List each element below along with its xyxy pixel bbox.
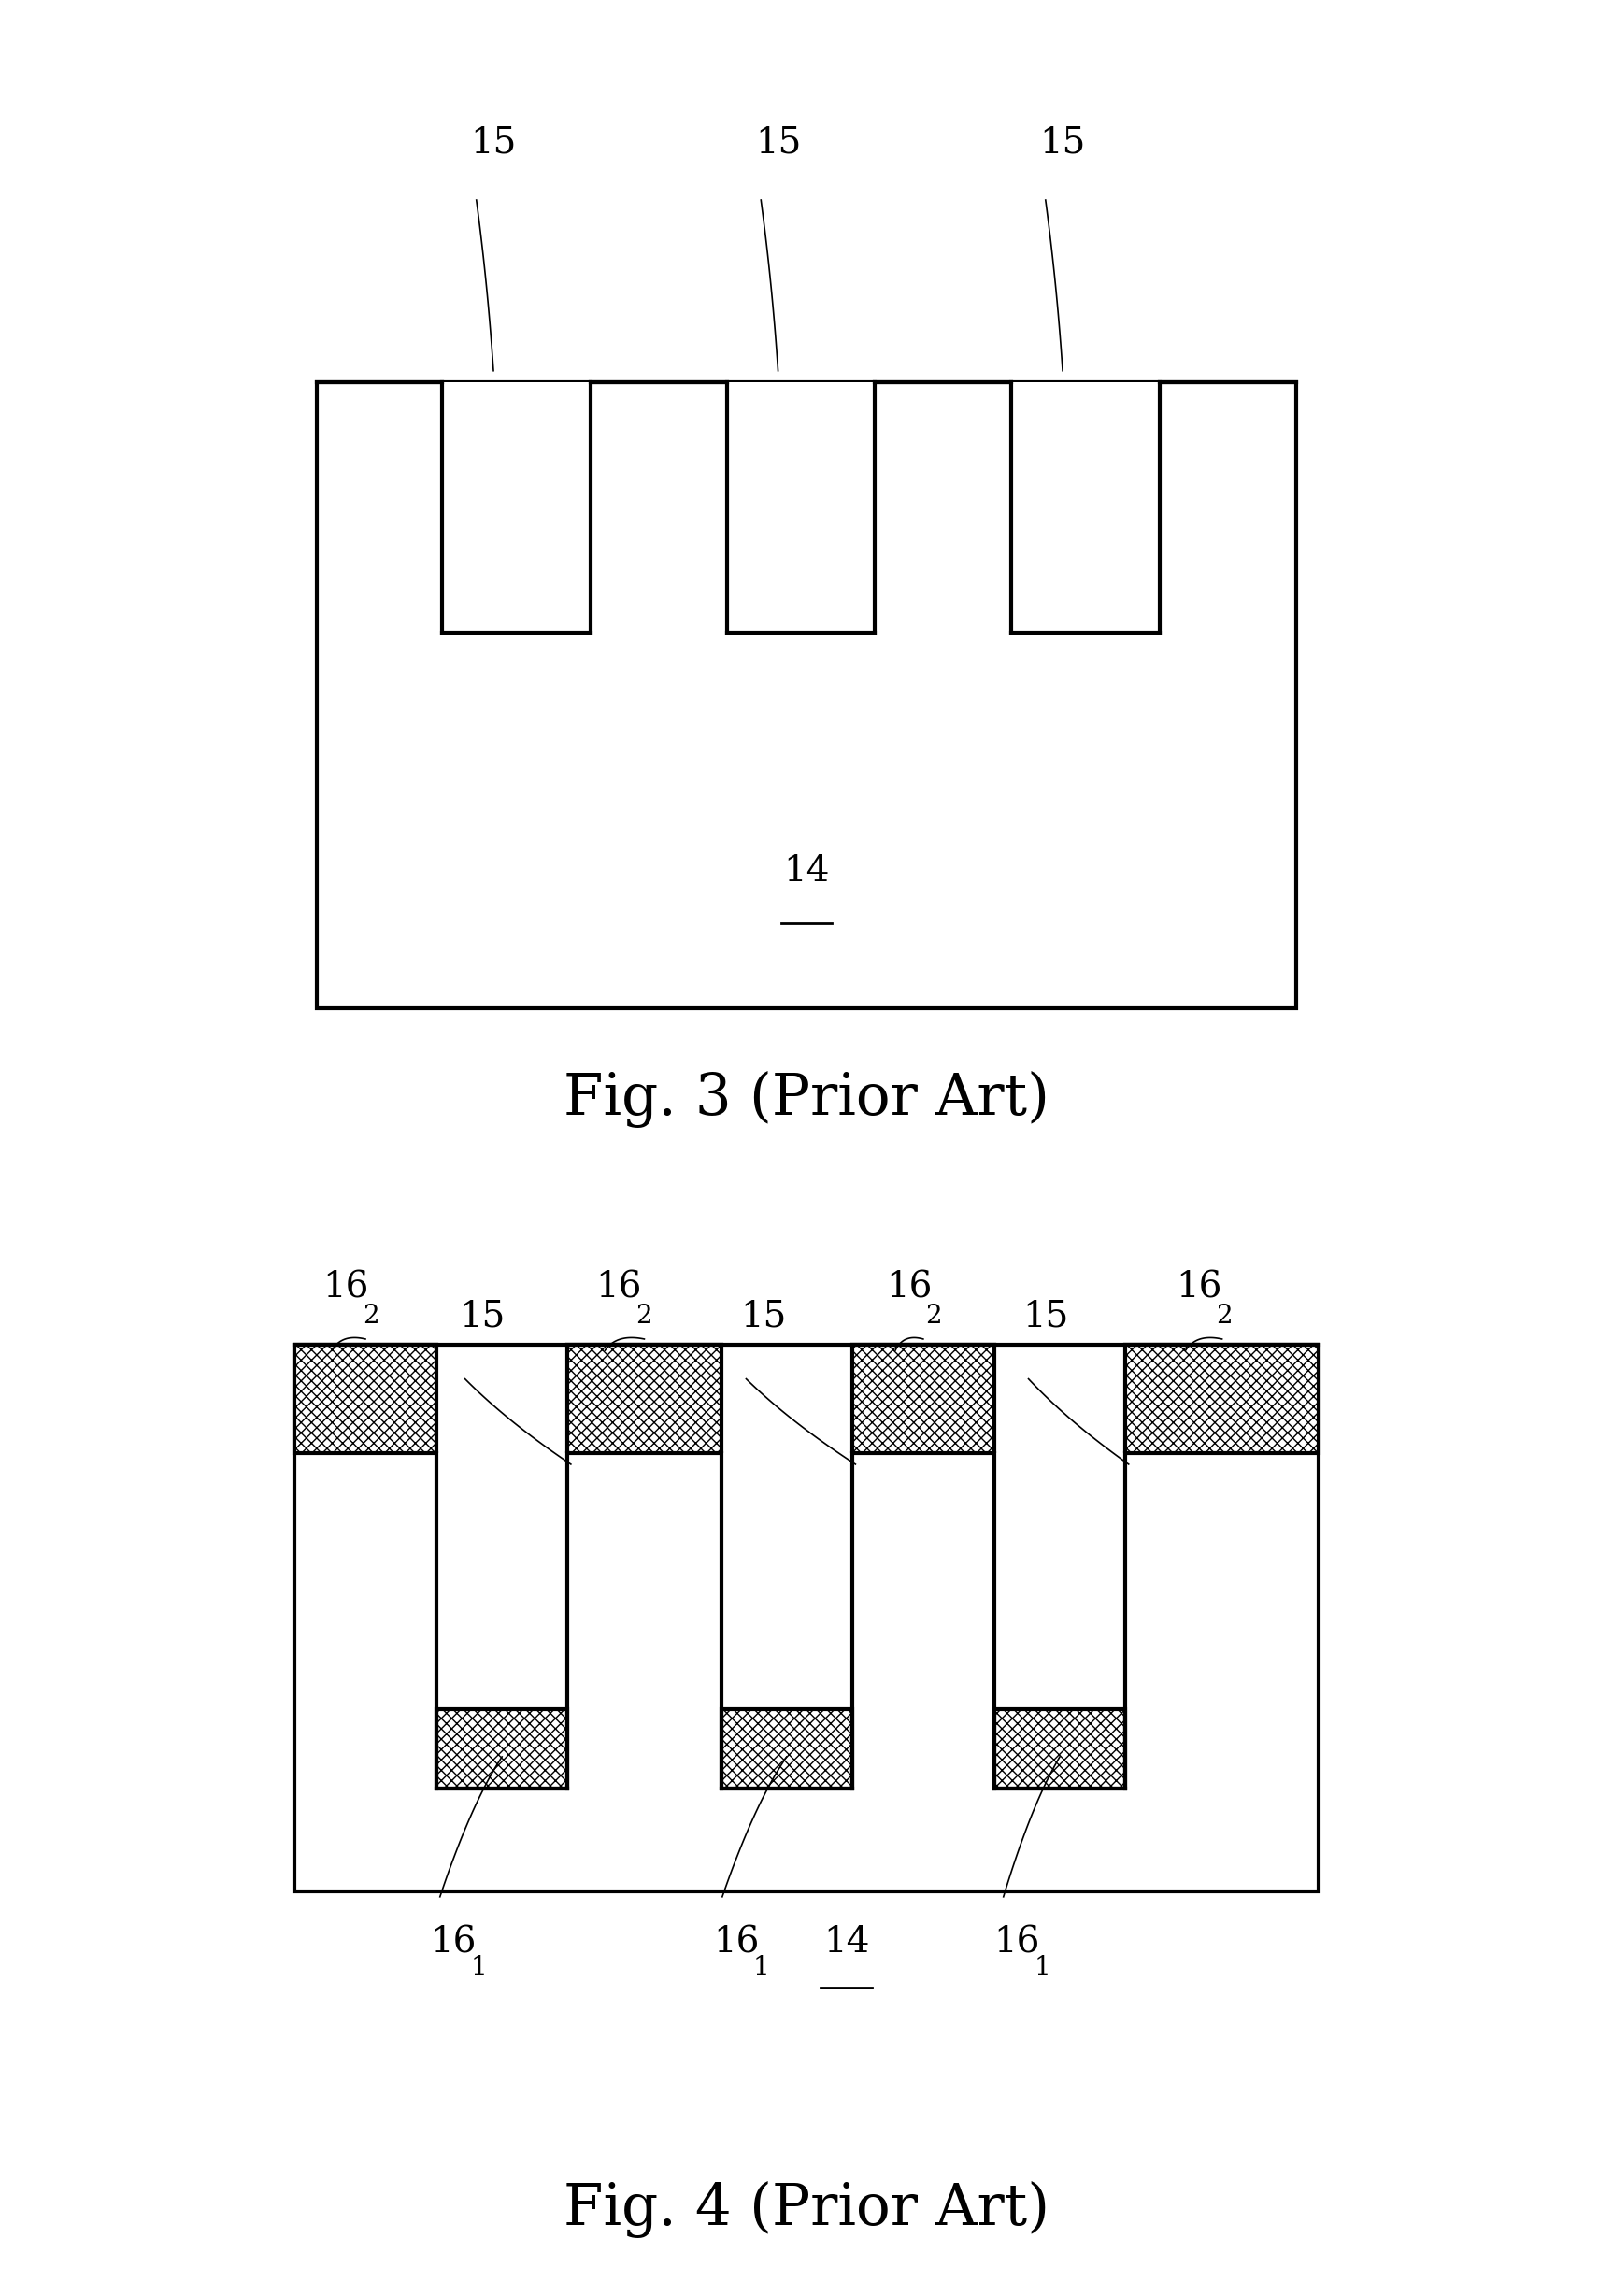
Bar [568,1345,721,1453]
Bar [318,381,1295,1008]
Text: Fig. 3 (Prior Art): Fig. 3 (Prior Art) [563,1070,1050,1127]
Text: 15: 15 [740,1300,786,1334]
Bar [852,1345,994,1453]
Text: 16: 16 [431,1924,477,1958]
Text: 2: 2 [926,1304,942,1329]
Bar [437,1453,568,1789]
Text: 15: 15 [460,1300,505,1334]
Text: 14: 14 [823,1924,869,1958]
Bar [721,1453,852,1789]
Bar [994,1453,1126,1789]
Text: 1: 1 [1034,1954,1050,1979]
Text: 16: 16 [595,1270,642,1304]
Text: 15: 15 [755,126,802,161]
Text: 15: 15 [1039,126,1086,161]
Text: 16: 16 [1176,1270,1223,1304]
Text: 15: 15 [471,126,516,161]
Text: 2: 2 [363,1304,379,1329]
Text: 2: 2 [636,1304,652,1329]
Text: 2: 2 [1216,1304,1232,1329]
Text: 16: 16 [323,1270,368,1304]
Bar [294,1345,1319,1892]
Bar [442,381,590,631]
Text: 16: 16 [994,1924,1040,1958]
Text: 14: 14 [784,854,829,889]
Bar [294,1345,437,1453]
Text: 1: 1 [753,1954,769,1979]
Bar [1126,1345,1319,1453]
Text: 1: 1 [471,1954,487,1979]
Bar [727,381,874,631]
Bar [721,1708,852,1789]
Text: Fig. 4 (Prior Art): Fig. 4 (Prior Art) [563,2181,1050,2239]
Text: 16: 16 [713,1924,760,1958]
Text: 15: 15 [1023,1300,1069,1334]
Bar [437,1708,568,1789]
Bar [1011,381,1160,631]
Bar [994,1708,1126,1789]
Text: 16: 16 [886,1270,932,1304]
